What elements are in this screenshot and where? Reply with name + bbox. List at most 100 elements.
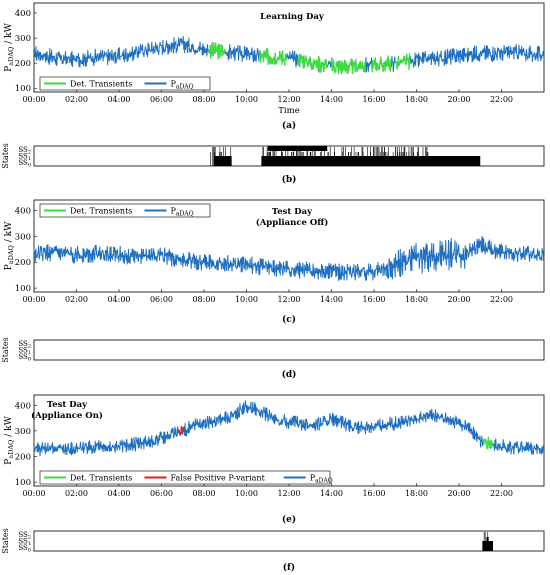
x-tick-label-a: 00:00 (22, 95, 45, 104)
state-block-b (267, 146, 328, 151)
x-tick-label-c: 02:00 (65, 295, 88, 304)
transient-segment-a (371, 55, 392, 73)
y-tick-label-e: 200 (15, 453, 31, 463)
y-tick-label-e: 300 (15, 427, 31, 437)
x-tick-label-e: 08:00 (192, 489, 215, 498)
state-label-d: SS1 (18, 347, 31, 357)
legend-box-a (39, 76, 211, 91)
x-tick-label-a: 08:00 (192, 95, 215, 104)
x-tick-label-e: 14:00 (320, 489, 343, 498)
state-axis-label-b: States (1, 143, 10, 169)
x-tick-label-c: 00:00 (22, 295, 45, 304)
y-axis-label-c: PaDAQ / kW (4, 221, 15, 270)
x-tick-label-c: 16:00 (362, 295, 385, 304)
x-tick-label-e: 16:00 (362, 489, 385, 498)
legend-box-c (39, 203, 211, 218)
state-label-d: SS2 (18, 340, 31, 350)
x-tick-label-a: 20:00 (447, 95, 470, 104)
x-axis-label-a: Time (278, 106, 299, 116)
x-tick-label-e: 22:00 (490, 489, 513, 498)
panel-title-e: Test Day (47, 400, 88, 410)
x-tick-label-c: 04:00 (107, 295, 130, 304)
x-tick-label-e: 02:00 (65, 489, 88, 498)
panel-title-c: Test Day (272, 207, 313, 217)
panel-caption-b: (b) (282, 174, 297, 185)
transient-segment-a (207, 42, 226, 60)
state-label-b: SS2 (18, 146, 31, 156)
x-tick-label-c: 08:00 (192, 295, 215, 304)
x-tick-label-c: 18:00 (405, 295, 428, 304)
transient-segment-a (258, 48, 288, 66)
y-tick-label-c: 400 (15, 206, 31, 216)
transient-segment-e (178, 425, 183, 437)
x-tick-label-c: 20:00 (447, 295, 470, 304)
x-tick-label-c: 12:00 (277, 295, 300, 304)
series-line-paqd-c (33, 236, 545, 281)
panel-caption-e: (e) (282, 514, 296, 525)
y-tick-label-e: 100 (15, 478, 31, 488)
y-tick-label-c: 300 (15, 232, 31, 242)
x-tick-label-a: 22:00 (490, 95, 513, 104)
x-tick-label-a: 16:00 (362, 95, 385, 104)
panel-caption-a: (a) (282, 120, 296, 131)
transient-segment-a (395, 53, 411, 70)
legend-label-e: PaDAQ (310, 474, 333, 485)
x-tick-label-a: 18:00 (405, 95, 428, 104)
legend-label-c: PaDAQ (171, 207, 194, 218)
state-axis-label-f: States (1, 528, 10, 554)
y-tick-label-c: 200 (15, 258, 31, 268)
transient-segment-e (482, 436, 494, 450)
state-axis-label-d: States (1, 337, 10, 363)
state-label-f: SS2 (18, 531, 31, 541)
legend-label-e: Det. Transients (70, 474, 132, 483)
panel-caption-c: (c) (282, 314, 296, 325)
x-tick-label-c: 14:00 (320, 295, 343, 304)
x-tick-label-e: 12:00 (277, 489, 300, 498)
x-tick-label-e: 06:00 (150, 489, 173, 498)
transient-segment-a (331, 57, 367, 75)
panel-caption-f: (f) (283, 562, 295, 573)
panel-title-a: Learning Day (260, 12, 325, 22)
state-label-f: SS1 (18, 538, 31, 548)
y-tick-label-a: 400 (15, 9, 31, 19)
x-tick-label-e: 00:00 (22, 489, 45, 498)
x-tick-label-a: 10:00 (235, 95, 258, 104)
x-tick-label-a: 12:00 (277, 95, 300, 104)
x-tick-label-e: 10:00 (235, 489, 258, 498)
legend-label-a: Det. Transients (70, 80, 132, 89)
y-axis-label-a: PaDAQ / kW (4, 22, 15, 71)
y-tick-label-e: 400 (15, 401, 31, 411)
legend-label-e: False Positive P-variant (171, 474, 266, 483)
y-tick-label-a: 300 (15, 34, 31, 44)
y-axis-label-e: PaDAQ / kW (4, 415, 15, 464)
legend-label-c: Det. Transients (70, 207, 132, 216)
panel-title-e: (Appliance On) (31, 410, 103, 421)
series-line-paqd-a (33, 36, 545, 75)
legend-label-a: PaDAQ (171, 80, 194, 91)
state-frame-f (33, 530, 545, 552)
panel-title-c: (Appliance Off) (256, 217, 329, 228)
state-label-d: SS0 (18, 353, 31, 363)
panel-caption-d: (d) (282, 369, 297, 380)
x-tick-label-e: 20:00 (447, 489, 470, 498)
y-tick-label-a: 100 (15, 84, 31, 94)
state-frame-d (33, 339, 545, 361)
legend-box-e (39, 470, 331, 485)
x-tick-label-a: 04:00 (107, 95, 130, 104)
x-tick-label-c: 10:00 (235, 295, 258, 304)
y-tick-label-c: 100 (15, 284, 31, 294)
x-tick-label-a: 14:00 (320, 95, 343, 104)
series-line-paqd-e (33, 400, 544, 457)
x-tick-label-c: 22:00 (490, 295, 513, 304)
x-tick-label-e: 18:00 (405, 489, 428, 498)
x-tick-label-c: 06:00 (150, 295, 173, 304)
state-label-b: SS0 (18, 159, 31, 169)
x-tick-label-e: 04:00 (107, 489, 130, 498)
transient-segment-a (297, 53, 328, 73)
x-tick-label-a: 06:00 (150, 95, 173, 104)
state-label-b: SS1 (18, 153, 31, 163)
x-tick-label-a: 02:00 (65, 95, 88, 104)
state-label-f: SS0 (18, 544, 31, 554)
y-tick-label-a: 200 (15, 59, 31, 69)
